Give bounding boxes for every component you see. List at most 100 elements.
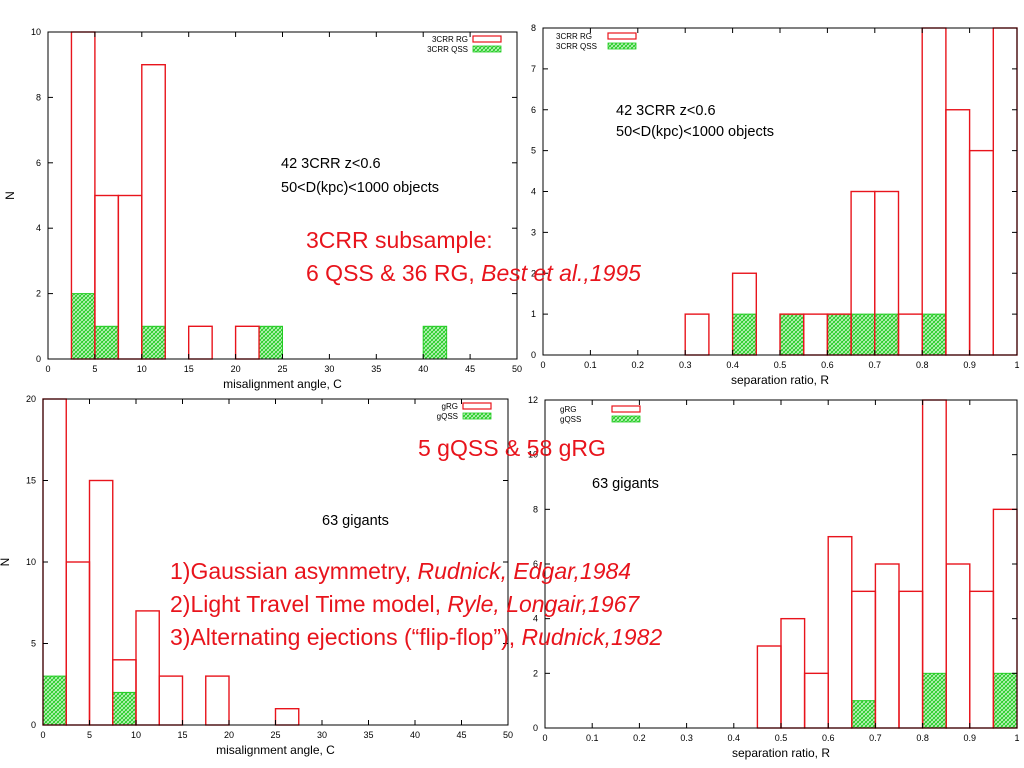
rg-bar [158,675,184,726]
x-axis-label: separation ratio, R [731,373,829,387]
x-tick-label: 0.5 [774,360,787,370]
y-tick-label: 2 [36,289,41,299]
x-tick-label: 40 [410,730,420,740]
qss-bar [874,313,899,356]
y-tick-label: 4 [36,223,41,233]
rg-bar [684,313,710,356]
y-tick-label: 20 [26,394,36,404]
qss-bar [851,700,876,729]
x-axis-label: separation ratio, R [732,746,830,760]
x-tick-label: 0.4 [726,360,739,370]
rg-bar [803,313,829,356]
x-tick-label: 0.5 [775,733,788,743]
x-tick-label: 0.2 [632,360,645,370]
model-line-3: 3)Alternating ejections (“flip-flop”), R… [170,624,663,650]
y-axis-label: N [0,558,12,567]
x-tick-label: 0.9 [964,733,977,743]
x-tick-label: 30 [317,730,327,740]
legend-label: 3CRR RG [556,32,592,41]
y-tick-label: 6 [36,158,41,168]
chart-annotation: 42 3CRR z<0.6 [281,156,381,172]
x-tick-label: 1 [1014,733,1019,743]
rg-bar [968,149,994,356]
rg-bar [803,672,829,729]
x-tick-label: 0.9 [963,360,976,370]
y-tick-label: 12 [528,395,538,405]
legend-label: gRG [442,402,458,411]
x-tick-label: 0 [45,364,50,374]
rg-bar [874,563,900,729]
legend-swatch-rg [611,405,641,413]
y-tick-label: 6 [531,105,536,115]
y-tick-label: 1 [531,309,536,319]
y-tick-label: 2 [531,268,536,278]
x-tick-label: 35 [371,364,381,374]
x-tick-label: 25 [270,730,280,740]
x-tick-label: 0.3 [680,733,693,743]
rg-bar [945,109,971,356]
legend-label: 3CRR QSS [427,45,468,54]
model-ref-3: Rudnick,1982 [521,624,663,650]
y-axis-label: N [3,191,17,200]
rg-bar [274,708,300,726]
x-tick-label: 50 [503,730,513,740]
qss-bar [422,325,448,360]
chart-separation-3crr: 0 0.1 0.2 0.3 0.4 0.5 0.6 0.7 0.8 0.9 1 0 1 2 3 4 5 6 7 8 se… [531,23,1020,387]
y-tick-label: 5 [31,639,36,649]
rg-bar [921,27,947,356]
giants-count-label: 5 gQSS & 58 gRG [418,435,606,461]
x-tick-label: 25 [277,364,287,374]
x-tick-label: 0.3 [679,360,692,370]
x-tick-label: 20 [224,730,234,740]
y-tick-label: 8 [36,92,41,102]
x-axis-label: misalignment angle, C [223,377,342,391]
subsample-reference: Best et al.,1995 [481,260,641,286]
subsample-title: 3CRR subsample: [306,227,493,253]
legend-swatch-rg [462,402,492,410]
legend-label: gQSS [437,412,458,421]
y-tick-label: 15 [26,476,36,486]
x-tick-label: 5 [92,364,97,374]
y-tick-label: 4 [533,614,538,624]
x-tick-label: 0.1 [586,733,599,743]
rg-bar [827,535,853,729]
legend-label: gQSS [560,415,581,424]
y-tick-label: 0 [36,354,41,364]
x-tick-label: 0.2 [633,733,646,743]
rg-bar [65,561,91,726]
x-tick-label: 10 [137,364,147,374]
rg-bar [897,313,923,356]
chart-annotation: 50<D(kpc)<1000 objects [281,180,439,196]
qss-bar [779,313,805,356]
rg-bar [756,645,782,729]
y-tick-label: 10 [26,557,36,567]
chart-separation-gigants: 0 0.1 0.2 0.3 0.4 0.5 0.6 0.7 0.8 0.9 1024681012se… [528,395,1020,760]
x-tick-label: 0.7 [869,360,882,370]
chart-annotation: 63 gigants [592,476,659,492]
rg-bar [117,194,143,360]
x-tick-label: 45 [456,730,466,740]
legend-swatch-rg [472,35,502,43]
qss-bar [258,325,283,360]
qss-bar [826,313,852,356]
model-ref-2: Ryle, Longair,1967 [447,591,640,617]
y-tick-label: 10 [528,450,538,460]
rg-bar [135,610,160,726]
qss-bar [70,293,96,360]
x-tick-label: 40 [418,364,428,374]
x-tick-label: 0 [40,730,45,740]
y-tick-label: 8 [533,504,538,514]
x-tick-label: 20 [231,364,241,374]
rg-bar [205,675,230,726]
rg-bar [234,325,260,360]
y-tick-label: 10 [31,27,41,37]
x-tick-label: 15 [184,364,194,374]
y-tick-label: 5 [531,146,536,156]
x-tick-label: 1 [1014,360,1019,370]
x-tick-label: 0.8 [916,733,929,743]
model-line-2: 2)Light Travel Time model, Ryle, Longair… [170,591,640,617]
rg-bar [780,617,806,729]
rg-bar [187,325,213,360]
qss-bar [42,675,67,726]
